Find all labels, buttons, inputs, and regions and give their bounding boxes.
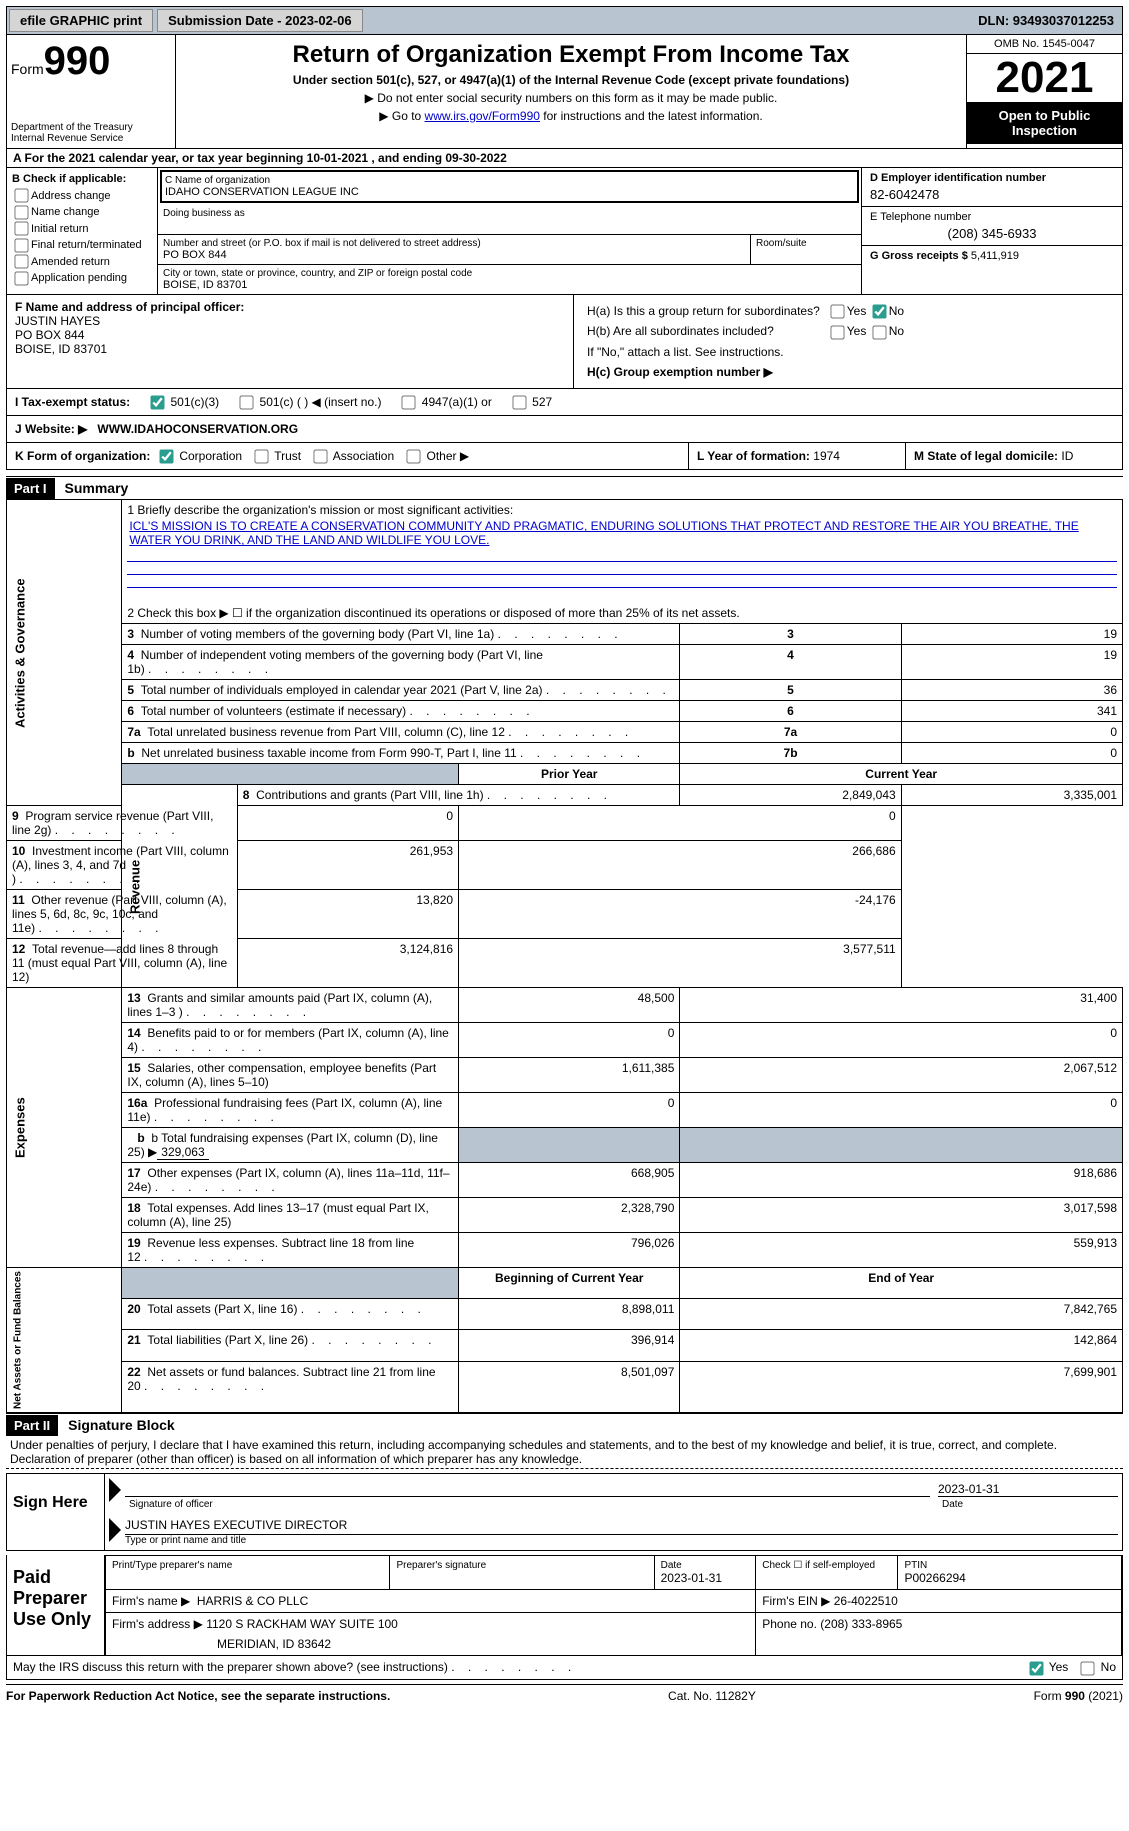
sign-block: Sign Here Signature of officer 2023-01-3… <box>6 1473 1123 1551</box>
application-pending-checkbox[interactable] <box>14 271 28 285</box>
527-checkbox[interactable] <box>512 395 526 409</box>
return-title: Return of Organization Exempt From Incom… <box>182 41 960 69</box>
discuss-row: May the IRS discuss this return with the… <box>6 1656 1123 1679</box>
arrow-icon <box>109 1518 121 1542</box>
ha-yes[interactable] <box>830 305 844 319</box>
summary-row: 3 Number of voting members of the govern… <box>7 624 1123 645</box>
org-address: PO BOX 844 <box>163 249 745 261</box>
year-formation: 1974 <box>813 449 840 463</box>
return-subtitle: Under section 501(c), 527, or 4947(a)(1)… <box>182 73 960 87</box>
row-a-period: A For the 2021 calendar year, or tax yea… <box>6 149 1123 168</box>
col-d-ids: D Employer identification number 82-6042… <box>862 168 1122 294</box>
4947-checkbox[interactable] <box>402 395 416 409</box>
ha-no[interactable] <box>872 305 886 319</box>
ein-value: 82-6042478 <box>870 184 1114 202</box>
name-change-checkbox[interactable] <box>14 205 28 219</box>
preparer-block: Paid Preparer Use Only Print/Type prepar… <box>6 1555 1123 1656</box>
discuss-yes[interactable] <box>1029 1661 1043 1675</box>
tax-year: 2021 <box>967 54 1122 102</box>
org-info-blocks: B Check if applicable: Address change Na… <box>6 168 1123 294</box>
mission-text: ICL'S MISSION IS TO CREATE A CONSERVATIO… <box>127 517 1117 549</box>
arrow-icon <box>109 1478 121 1502</box>
form-header: Form990 Department of the Treasury Inter… <box>6 35 1123 149</box>
col-c-org: C Name of organization IDAHO CONSERVATIO… <box>158 168 862 294</box>
sidetab-activities: Activities & Governance <box>7 500 122 806</box>
omb-number: OMB No. 1545-0047 <box>967 35 1122 54</box>
ptin-value: P00266294 <box>904 1571 1115 1585</box>
firm-name: HARRIS & CO PLLC <box>197 1594 308 1608</box>
summary-table: Activities & Governance 1 Briefly descri… <box>6 499 1123 1413</box>
discuss-no[interactable] <box>1081 1661 1095 1675</box>
top-bar: efile GRAPHIC print Submission Date - 20… <box>6 6 1123 35</box>
amended-return-checkbox[interactable] <box>14 254 28 268</box>
hb-yes[interactable] <box>830 325 844 339</box>
website-value: WWW.IDAHOCONSERVATION.ORG <box>97 422 298 436</box>
officer-signature: JUSTIN HAYES EXECUTIVE DIRECTOR <box>125 1518 1118 1535</box>
trust-checkbox[interactable] <box>254 450 268 464</box>
summary-row: 5 Total number of individuals employed i… <box>7 680 1123 701</box>
org-name: IDAHO CONSERVATION LEAGUE INC <box>165 186 854 198</box>
501c3-checkbox[interactable] <box>151 395 165 409</box>
sidetab-expenses: Expenses <box>7 988 122 1268</box>
sidetab-revenue: Revenue <box>122 785 237 988</box>
other-checkbox[interactable] <box>407 450 421 464</box>
final-return-checkbox[interactable] <box>14 238 28 252</box>
summary-row: 6 Total number of volunteers (estimate i… <box>7 701 1123 722</box>
tax-exempt-row: I Tax-exempt status: 501(c)(3) 501(c) ( … <box>6 388 1123 416</box>
summary-row: 7a Total unrelated business revenue from… <box>7 722 1123 743</box>
corp-checkbox[interactable] <box>159 450 173 464</box>
perjury-text: Under penalties of perjury, I declare th… <box>6 1436 1123 1469</box>
website-note: ▶ Go to www.irs.gov/Form990 for instruct… <box>182 109 960 123</box>
hb-no[interactable] <box>872 325 886 339</box>
officer-name: JUSTIN HAYES <box>15 314 565 328</box>
summary-row: b Net unrelated business taxable income … <box>7 743 1123 764</box>
page-footer: For Paperwork Reduction Act Notice, see … <box>6 1684 1123 1707</box>
officer-group-row: F Name and address of principal officer:… <box>6 294 1123 388</box>
dept-treasury: Department of the Treasury Internal Reve… <box>11 122 171 144</box>
part2-header: Part II Signature Block <box>6 1413 1123 1436</box>
form-org-row: K Form of organization: Corporation Trus… <box>6 443 1123 470</box>
form-number: Form990 <box>11 39 171 84</box>
state-domicile: ID <box>1061 449 1073 463</box>
assoc-checkbox[interactable] <box>313 450 327 464</box>
501c-checkbox[interactable] <box>240 395 254 409</box>
telephone-value: (208) 345-6933 <box>870 223 1114 241</box>
col-b-checkboxes: B Check if applicable: Address change Na… <box>7 168 158 294</box>
website-row: J Website: ▶ WWW.IDAHOCONSERVATION.ORG <box>6 416 1123 443</box>
dln-number: DLN: 93493037012253 <box>978 13 1122 28</box>
address-change-checkbox[interactable] <box>14 188 28 202</box>
part1-header: Part I Summary <box>6 476 1123 499</box>
firm-phone: (208) 333-8965 <box>820 1617 902 1631</box>
irs-link[interactable]: www.irs.gov/Form990 <box>425 109 540 123</box>
initial-return-checkbox[interactable] <box>14 221 28 235</box>
gross-receipts: 5,411,919 <box>971 250 1019 262</box>
summary-row: 4 Number of independent voting members o… <box>7 645 1123 680</box>
org-city: BOISE, ID 83701 <box>163 279 856 291</box>
submission-date: Submission Date - 2023-02-06 <box>157 9 363 32</box>
firm-ein: 26-4022510 <box>834 1594 898 1608</box>
open-inspection: Open to Public Inspection <box>967 102 1122 144</box>
ssn-note: ▶ Do not enter social security numbers o… <box>182 91 960 105</box>
sidetab-netassets: Net Assets or Fund Balances <box>7 1268 122 1413</box>
efile-button[interactable]: efile GRAPHIC print <box>9 9 153 32</box>
